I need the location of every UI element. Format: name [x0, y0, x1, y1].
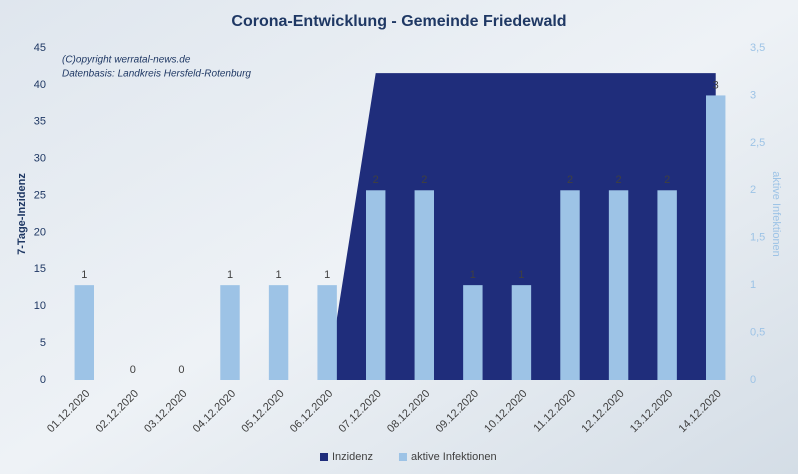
bar [657, 190, 677, 380]
y2-tick-label: 2,5 [750, 137, 765, 149]
bar [706, 95, 726, 380]
bar [220, 285, 240, 380]
data-label: 1 [324, 269, 330, 281]
data-label: 2 [373, 174, 379, 186]
data-label: 2 [421, 174, 427, 186]
y2-tick-label: 2 [750, 184, 756, 196]
bar [608, 190, 629, 380]
bar [414, 190, 434, 380]
data-label: 2 [664, 174, 670, 186]
legend-label: Inzidenz [332, 451, 373, 463]
y2-axis-label: aktive Infektionen [770, 171, 782, 257]
legend-swatch [398, 453, 407, 461]
data-label: 1 [81, 269, 87, 281]
legend-label: aktive Infektionen [411, 451, 497, 463]
y2-tick-label: 0,5 [750, 326, 765, 338]
bar [74, 285, 94, 380]
y-tick-label: 5 [40, 337, 46, 349]
area [84, 73, 716, 380]
y2-tick-label: 1 [750, 279, 756, 291]
y-axis-label: 7-Tage-Inzidenz [16, 173, 28, 255]
y-tick-label: 0 [40, 374, 46, 386]
data-label: 2 [616, 174, 622, 186]
y-tick-label: 35 [34, 116, 46, 128]
annotation: Datenbasis: Landkreis Hersfeld-Rotenburg [62, 69, 251, 80]
data-label: 1 [227, 269, 233, 281]
bar [268, 285, 289, 380]
y-tick-label: 45 [34, 42, 46, 54]
y2-tick-label: 3 [750, 89, 756, 101]
bar [560, 190, 580, 380]
y2-tick-label: 1,5 [750, 232, 765, 244]
bar [317, 285, 337, 380]
y-tick-label: 15 [34, 263, 46, 275]
y-tick-label: 10 [34, 300, 46, 312]
y-tick-label: 40 [34, 79, 46, 91]
y-tick-label: 25 [34, 189, 46, 201]
chart-title: Corona-Entwicklung - Gemeinde Friedewald [231, 13, 566, 30]
y-tick-label: 30 [34, 153, 46, 165]
data-label: 1 [470, 269, 476, 281]
data-label: 0 [130, 364, 136, 376]
data-label: 2 [567, 174, 573, 186]
y2-tick-label: 3,5 [750, 42, 765, 54]
data-label: 0 [178, 364, 184, 376]
bar [511, 285, 532, 380]
y2-tick-label: 0 [750, 374, 756, 386]
y-tick-label: 20 [34, 226, 46, 238]
data-label: 3 [713, 79, 719, 91]
annotation: (C)opyright werratal-news.de [62, 55, 191, 66]
legend-swatch [320, 453, 328, 461]
data-label: 1 [518, 269, 524, 281]
bar [463, 285, 483, 380]
bar [366, 190, 386, 380]
data-label: 1 [276, 269, 282, 281]
